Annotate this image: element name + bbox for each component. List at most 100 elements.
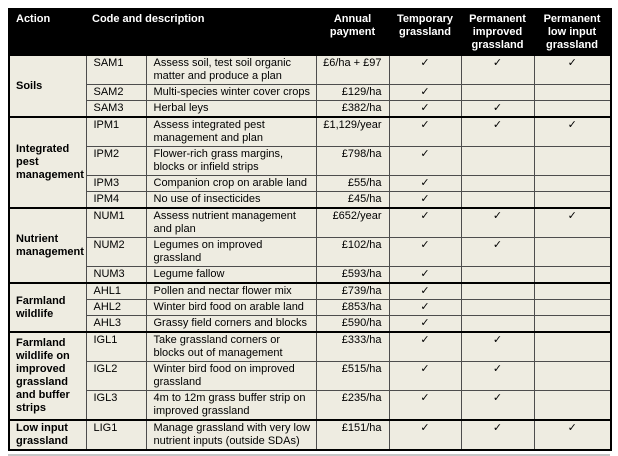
check-temporary-grassland-checkmark-icon: ✓	[388, 237, 462, 267]
table-row: NUM2 Legumes on improved grassland £102/ha…	[9, 237, 612, 267]
check-temporary-grassland-checkmark-icon: ✓	[388, 146, 462, 176]
description-cell: No use of insecticides	[145, 191, 317, 209]
check-permanent-low-input-grassland	[533, 175, 612, 192]
check-temporary-grassland-checkmark-icon: ✓	[388, 191, 462, 209]
action-cell: Integrated pest management	[8, 116, 87, 209]
table-row: IGL3 4m to 12m grass buffer strip on impr…	[9, 390, 612, 421]
code-cell: NUM2	[85, 237, 147, 267]
table-row: Nutrient management NUM1 Assess nutrient m…	[8, 207, 612, 284]
payment-cell: £515/ha	[315, 361, 390, 391]
check-permanent-improved-grassland	[460, 175, 535, 192]
check-permanent-low-input-grassland	[533, 237, 612, 267]
code-cell: SAM2	[85, 84, 147, 101]
table-row: Farmland wildlife AHL1 Pollen and nectar f…	[8, 282, 612, 333]
table-row: IGL2 Winter bird food on improved grassla…	[9, 361, 612, 391]
check-permanent-improved-grassland	[460, 146, 535, 176]
table-row: Soils SAM1 Assess soil, test soil organic …	[8, 54, 612, 118]
description-cell: Take grassland corners or blocks out of …	[145, 331, 317, 362]
code-cell: AHL1	[85, 282, 147, 300]
description-cell: Assess nutrient management and plan	[145, 207, 317, 238]
code-cell: IPM2	[85, 146, 147, 176]
check-permanent-improved-grassland-checkmark-icon: ✓	[460, 116, 535, 147]
payment-cell: £235/ha	[315, 390, 390, 421]
table-row: NUM3 Legume fallow £593/ha ✓	[9, 266, 612, 284]
check-permanent-improved-grassland-checkmark-icon: ✓	[460, 237, 535, 267]
description-cell: Pollen and nectar flower mix	[145, 282, 317, 300]
payment-cell: £333/ha	[315, 331, 390, 362]
description-cell: Multi-species winter cover crops	[145, 84, 317, 101]
check-temporary-grassland-checkmark-icon: ✓	[388, 100, 462, 118]
code-cell: AHL2	[85, 299, 147, 316]
header-cell-permanent-improved-grassland: Permanent improved grassland	[461, 9, 534, 56]
header-cell-permanent-low-input-grassland: Permanent low input grassland	[534, 9, 611, 56]
check-permanent-low-input-grassland-checkmark-icon: ✓	[533, 116, 612, 147]
code-cell: SAM3	[85, 100, 147, 118]
table-row: SAM2 Multi-species winter cover crops £129…	[9, 84, 612, 101]
check-permanent-low-input-grassland-checkmark-icon: ✓	[533, 419, 612, 451]
description-cell: Winter bird food on improved grassland	[145, 361, 317, 391]
check-permanent-improved-grassland	[460, 299, 535, 316]
code-cell: IGL1	[85, 331, 147, 362]
check-temporary-grassland-checkmark-icon: ✓	[388, 315, 462, 333]
code-cell: AHL3	[85, 315, 147, 333]
payment-cell: £798/ha	[315, 146, 390, 176]
code-cell: IGL3	[85, 390, 147, 421]
action-cell: Farmland wildlife on improved grassland …	[8, 331, 87, 421]
description-cell: Companion crop on arable land	[145, 175, 317, 192]
check-permanent-improved-grassland	[460, 266, 535, 284]
check-temporary-grassland-checkmark-icon: ✓	[388, 390, 462, 421]
payment-cell: £1,129/year	[315, 116, 390, 147]
description-cell: Legume fallow	[145, 266, 317, 284]
payment-cell: £853/ha	[315, 299, 390, 316]
header-cell-annual-payment: Annual payment	[316, 9, 389, 56]
check-temporary-grassland-checkmark-icon: ✓	[388, 207, 462, 238]
header-cell-code-description: Code and description	[86, 9, 316, 56]
code-cell: NUM1	[85, 207, 147, 238]
check-permanent-low-input-grassland	[533, 315, 612, 333]
payment-cell: £102/ha	[315, 237, 390, 267]
table-row: AHL3 Grassy field corners and blocks £590/…	[9, 315, 612, 333]
action-cell: Soils	[8, 54, 87, 118]
check-permanent-improved-grassland-checkmark-icon: ✓	[460, 419, 535, 451]
check-permanent-low-input-grassland	[533, 390, 612, 421]
check-temporary-grassland-checkmark-icon: ✓	[388, 361, 462, 391]
check-temporary-grassland-checkmark-icon: ✓	[388, 419, 462, 451]
description-cell: Assess soil, test soil organic matter an…	[145, 54, 317, 85]
check-temporary-grassland-checkmark-icon: ✓	[388, 116, 462, 147]
header-row: Action Code and description Annual payme…	[9, 9, 611, 56]
check-permanent-low-input-grassland	[533, 331, 612, 362]
table-row: IPM4 No use of insecticides £45/ha ✓	[9, 191, 612, 209]
check-permanent-low-input-grassland	[533, 100, 612, 118]
code-cell: IPM1	[85, 116, 147, 147]
description-cell: Flower-rich grass margins, blocks or inf…	[145, 146, 317, 176]
check-permanent-low-input-grassland	[533, 299, 612, 316]
code-cell: NUM3	[85, 266, 147, 284]
check-permanent-improved-grassland-checkmark-icon: ✓	[460, 390, 535, 421]
check-temporary-grassland-checkmark-icon: ✓	[388, 282, 462, 300]
code-cell: IPM3	[85, 175, 147, 192]
check-permanent-improved-grassland-checkmark-icon: ✓	[460, 331, 535, 362]
table-header: Action Code and description Annual payme…	[9, 9, 611, 56]
table-body: Soils SAM1 Assess soil, test soil organic …	[8, 54, 612, 451]
table-row: IPM2 Flower-rich grass margins, blocks or…	[9, 146, 612, 176]
check-permanent-improved-grassland-checkmark-icon: ✓	[460, 361, 535, 391]
check-permanent-improved-grassland	[460, 315, 535, 333]
payment-cell: £382/ha	[315, 100, 390, 118]
description-cell: Winter bird food on arable land	[145, 299, 317, 316]
check-permanent-improved-grassland-checkmark-icon: ✓	[460, 207, 535, 238]
check-permanent-low-input-grassland	[533, 84, 612, 101]
payment-cell: £652/year	[315, 207, 390, 238]
payment-cell: £45/ha	[315, 191, 390, 209]
check-permanent-improved-grassland	[460, 84, 535, 101]
check-permanent-low-input-grassland-checkmark-icon: ✓	[533, 207, 612, 238]
payment-cell: £129/ha	[315, 84, 390, 101]
payment-cell: £55/ha	[315, 175, 390, 192]
code-cell: IPM4	[85, 191, 147, 209]
description-cell: Legumes on improved grassland	[145, 237, 317, 267]
payment-scheme-table: Action Code and description Annual payme…	[8, 8, 612, 451]
check-temporary-grassland-checkmark-icon: ✓	[388, 331, 462, 362]
table-row: Integrated pest management IPM1 Assess int…	[8, 116, 612, 209]
payment-cell: £6/ha + £97	[315, 54, 390, 85]
check-temporary-grassland-checkmark-icon: ✓	[388, 299, 462, 316]
table-row: AHL2 Winter bird food on arable land £853/…	[9, 299, 612, 316]
